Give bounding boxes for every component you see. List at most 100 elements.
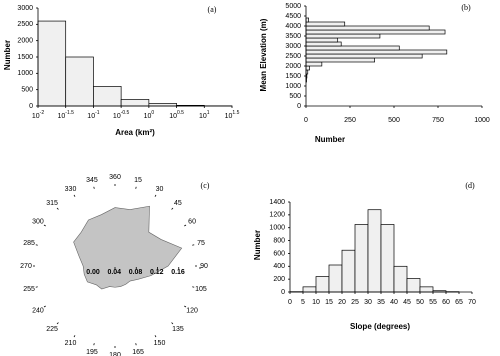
y-tick-label: 600 <box>273 250 285 257</box>
bar <box>315 276 330 293</box>
angle-label: 15 <box>134 177 142 184</box>
tick-base: 10 <box>225 113 233 120</box>
x-tick-label: 65 <box>455 299 463 306</box>
tick-base: 10 <box>57 113 65 120</box>
bar <box>93 86 122 107</box>
tick-exponent: -0.5 <box>121 110 130 116</box>
angle-label: 75 <box>197 240 205 247</box>
tick-exponent: 1 <box>207 110 210 116</box>
tick-base: 10 <box>199 113 207 120</box>
angle-tick <box>35 286 38 288</box>
y-tick-label: 1500 <box>17 54 33 61</box>
y-tick-label: 2500 <box>285 53 301 60</box>
y-tick-label: 3000 <box>285 43 301 50</box>
r-tick-label: 0.16 <box>171 269 185 276</box>
y-tick-label: 5000 <box>285 3 301 10</box>
angle-tick <box>192 286 195 288</box>
x-tick-label: 20 <box>338 299 346 306</box>
y-tick-label: 500 <box>21 87 33 94</box>
bar <box>305 45 400 51</box>
y-tick-label: 2500 <box>17 21 33 28</box>
angle-label: 120 <box>186 307 198 314</box>
x-tick-label: 50 <box>416 299 424 306</box>
angle-tick <box>171 322 174 325</box>
x-axis-title: Slope (degrees) <box>350 322 410 331</box>
y-tick-label: 4000 <box>285 23 301 30</box>
tick-exponent: -1 <box>95 110 100 116</box>
x-tick-label: 10-1.5 <box>57 110 74 120</box>
angle-tick <box>93 186 95 189</box>
panel-label: (c) <box>201 181 210 190</box>
x-tick-label: 500 <box>388 117 400 124</box>
tick-exponent: -2 <box>40 110 45 116</box>
angle-label: 180 <box>109 352 121 356</box>
y-tick-label: 800 <box>273 237 285 244</box>
y-tick-label: 3500 <box>285 33 301 40</box>
r-tick-label: 0.12 <box>150 269 164 276</box>
angle-tick <box>184 305 187 308</box>
tick-base: 10 <box>144 113 152 120</box>
bar <box>305 25 430 31</box>
angle-tick <box>73 335 76 338</box>
angle-label: 240 <box>32 307 44 314</box>
angle-label: 285 <box>23 240 35 247</box>
x-tick-label: 1000 <box>474 117 490 124</box>
angle-tick <box>43 224 46 227</box>
bar <box>37 20 67 107</box>
bar <box>305 33 381 39</box>
angle-label: 60 <box>188 218 196 225</box>
tick-base: 10 <box>32 113 40 120</box>
y-tick-label: 1500 <box>285 73 301 80</box>
y-tick-label: 200 <box>273 276 285 283</box>
angle-label: 270 <box>20 263 32 270</box>
x-tick-label: 30 <box>364 299 372 306</box>
angle-label: 165 <box>132 349 144 356</box>
angle-label: 195 <box>86 349 98 356</box>
angle-label: 150 <box>154 340 166 347</box>
tick-base: 10 <box>113 113 121 120</box>
panel-label: (b) <box>461 3 471 12</box>
y-tick-label: 0 <box>281 289 285 296</box>
y-tick-label: 1000 <box>269 225 285 232</box>
y-tick-label: 2000 <box>285 63 301 70</box>
y-tick-label: 500 <box>289 93 301 100</box>
bar <box>305 29 446 35</box>
angle-tick <box>35 244 38 246</box>
y-axis-title: Number <box>253 230 262 260</box>
y-tick-label: 1200 <box>269 212 285 219</box>
x-tick-label: 101 <box>199 110 210 120</box>
angle-tick <box>56 207 59 210</box>
bar <box>419 286 434 293</box>
y-tick-label: 0 <box>29 103 33 110</box>
x-tick-label: 5 <box>301 299 305 306</box>
y-axis-title: Mean Elevation (m) <box>259 18 268 91</box>
x-tick-label: 10 <box>312 299 320 306</box>
r-tick-label: 0.04 <box>107 269 121 276</box>
bar <box>305 65 310 71</box>
tick-exponent: 0.5 <box>177 110 184 116</box>
x-tick-label: 100 <box>144 110 155 120</box>
angle-label: 105 <box>195 286 207 293</box>
panel-label: (a) <box>208 5 217 14</box>
bar <box>305 57 375 63</box>
rose-area <box>73 205 183 290</box>
angle-label: 315 <box>46 200 58 207</box>
x-tick-label: 750 <box>432 117 444 124</box>
x-tick-label: 40 <box>390 299 398 306</box>
x-tick-label: 10-0.5 <box>113 110 130 120</box>
bar <box>341 249 356 293</box>
x-tick-label: 35 <box>377 299 385 306</box>
x-tick-label: 10-2 <box>32 110 44 120</box>
tick-base: 10 <box>169 113 177 120</box>
bar <box>120 99 150 107</box>
tick-exponent: -1.5 <box>65 110 74 116</box>
angle-label: 360 <box>109 174 121 181</box>
x-tick-label: 101.5 <box>225 110 240 120</box>
angle-label: 210 <box>65 340 77 347</box>
tick-exponent: 0 <box>151 110 154 116</box>
x-axis-title: Number <box>315 135 345 144</box>
bar <box>328 264 343 293</box>
x-tick-label: 55 <box>429 299 437 306</box>
y-tick-label: 400 <box>273 263 285 270</box>
